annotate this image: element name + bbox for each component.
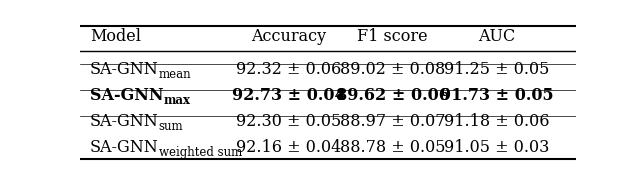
Text: 89.62 ± 0.06: 89.62 ± 0.06 (335, 87, 449, 104)
Text: SA-GNN: SA-GNN (90, 61, 159, 78)
Text: sum: sum (159, 120, 183, 133)
Text: SA-GNN: SA-GNN (90, 87, 163, 104)
Text: 92.73 ± 0.04: 92.73 ± 0.04 (232, 87, 345, 104)
Text: max: max (163, 94, 191, 107)
Text: 88.97 ± 0.07: 88.97 ± 0.07 (340, 113, 445, 130)
Text: 91.18 ± 0.06: 91.18 ± 0.06 (444, 113, 549, 130)
Text: 92.16 ± 0.04: 92.16 ± 0.04 (236, 139, 341, 156)
Text: 91.25 ± 0.05: 91.25 ± 0.05 (444, 61, 549, 78)
Text: 92.32 ± 0.06: 92.32 ± 0.06 (236, 61, 341, 78)
Text: SA-GNN: SA-GNN (90, 139, 159, 156)
Text: mean: mean (159, 68, 191, 81)
Text: 91.73 ± 0.05: 91.73 ± 0.05 (440, 87, 554, 104)
Text: 88.78 ± 0.05: 88.78 ± 0.05 (340, 139, 445, 156)
Text: SA-GNN: SA-GNN (90, 113, 159, 130)
Text: weighted sum: weighted sum (159, 146, 242, 159)
Text: F1 score: F1 score (357, 28, 428, 44)
Text: 89.02 ± 0.08: 89.02 ± 0.08 (340, 61, 445, 78)
Text: 91.05 ± 0.03: 91.05 ± 0.03 (444, 139, 549, 156)
Text: 92.30 ± 0.05: 92.30 ± 0.05 (236, 113, 341, 130)
Text: Model: Model (90, 28, 141, 44)
Text: Accuracy: Accuracy (251, 28, 326, 44)
Text: AUC: AUC (478, 28, 515, 44)
